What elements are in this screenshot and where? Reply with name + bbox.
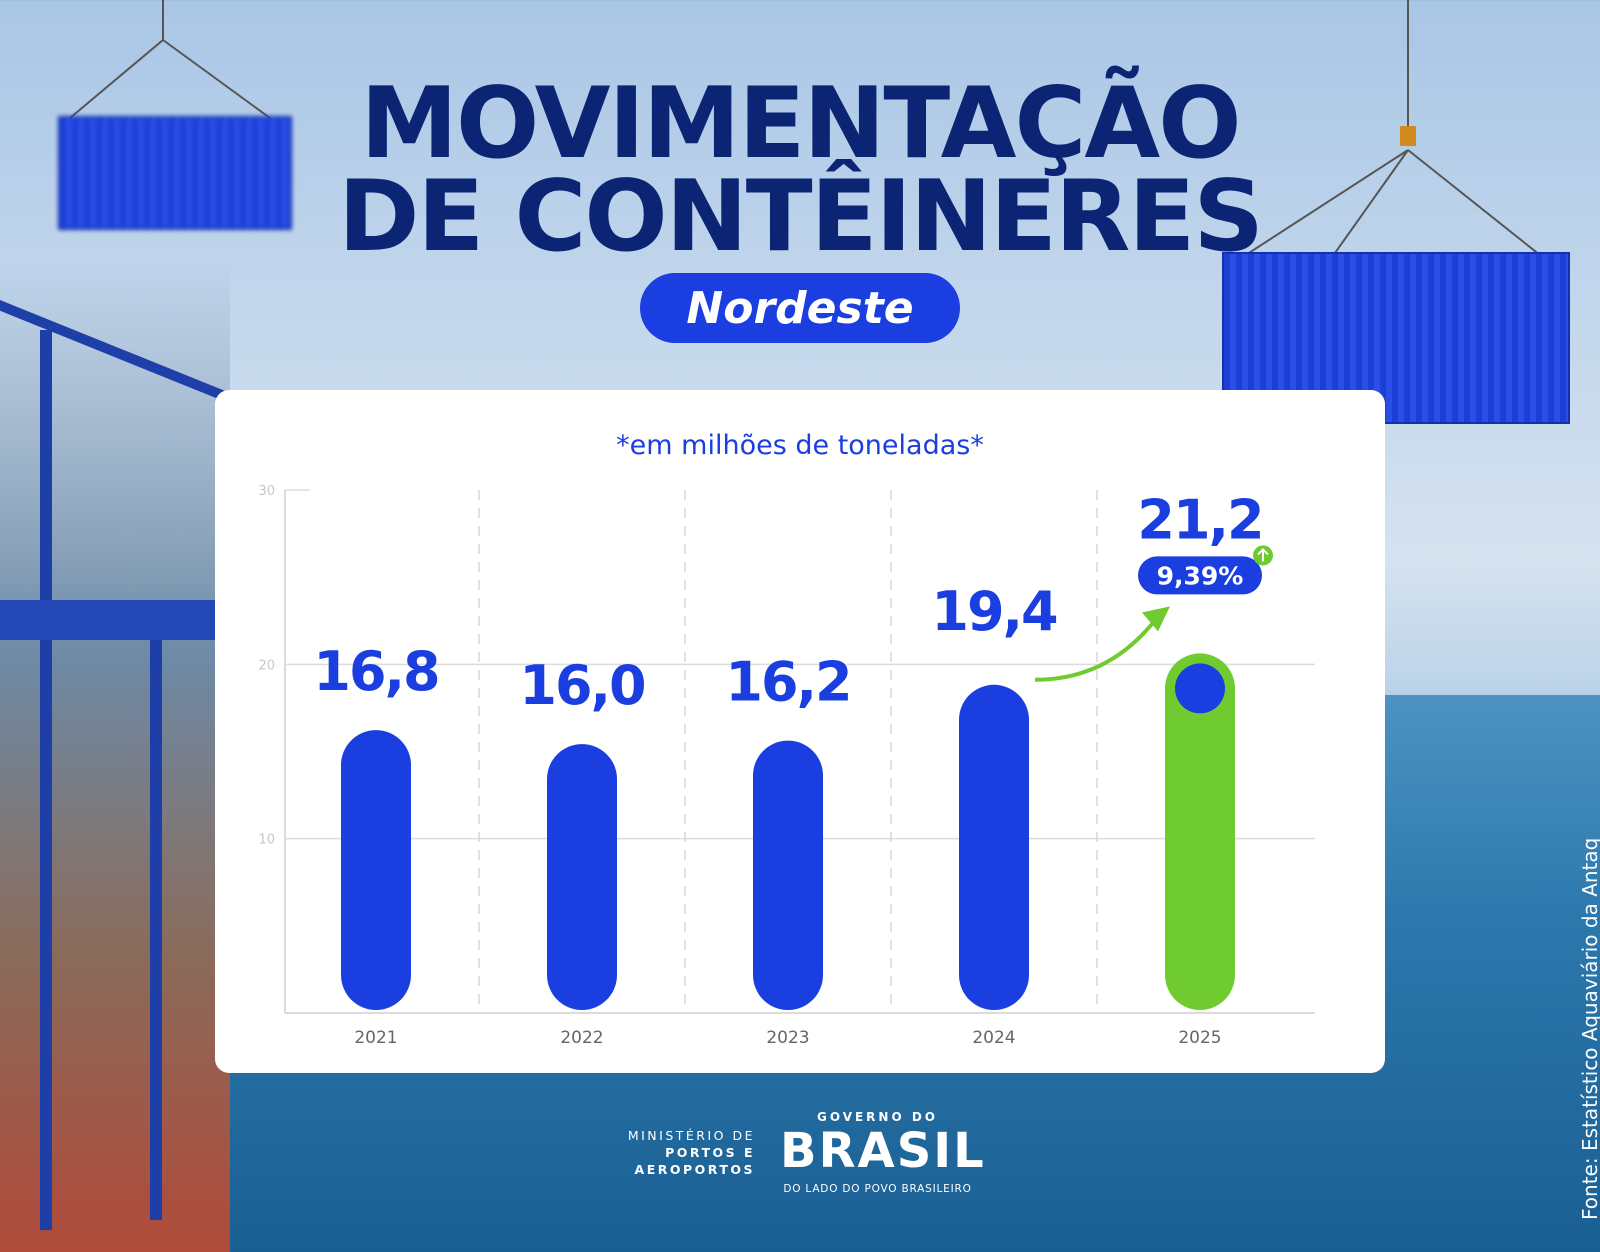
bar-2025	[1165, 653, 1235, 1010]
gov-top-text: GOVERNO DO	[816, 1110, 939, 1124]
source-text: Fonte: Estatístico Aquaviário da Antaq	[1578, 837, 1600, 1220]
up-arrow-glyph	[1257, 547, 1269, 562]
data-label-2025: 21,2	[1137, 488, 1262, 551]
crane-leg	[150, 600, 162, 1220]
bar-2021	[341, 730, 411, 1010]
data-label-2024: 19,4	[931, 580, 1057, 643]
gov-brasil-logo: BRASIL	[780, 1123, 986, 1179]
data-label-2022: 16,0	[519, 654, 644, 717]
container-left	[58, 116, 292, 230]
title-line2: DE CONTÊINERES	[338, 160, 1264, 274]
x-tick-label: 2021	[354, 1028, 397, 1048]
port-background	[0, 260, 230, 1252]
data-label-2023: 16,2	[725, 651, 850, 714]
highlight-dot	[1175, 663, 1225, 714]
ministry-line2: PORTOS E	[665, 1145, 755, 1160]
x-tick-label: 2025	[1178, 1028, 1221, 1048]
bar-2024	[959, 684, 1029, 1010]
change-badge-text: 9,39%	[1157, 561, 1244, 590]
title-line1: MOVIMENTAÇÃO	[360, 67, 1241, 181]
chart-subtitle: *em milhões de toneladas*	[616, 430, 984, 461]
bar-2023	[753, 740, 823, 1010]
ministry-line3: AEROPORTOS	[634, 1162, 755, 1177]
y-tick-label: 10	[258, 833, 275, 848]
bar-2022	[547, 744, 617, 1010]
growth-arrowhead	[1142, 606, 1170, 632]
x-tick-label: 2024	[972, 1028, 1015, 1048]
region-pill: Nordeste	[640, 273, 960, 343]
crane-platform	[0, 600, 215, 640]
crane-leg	[40, 330, 52, 1230]
gov-slogan: DO LADO DO POVO BRASILEIRO	[783, 1183, 972, 1195]
x-tick-label: 2023	[766, 1028, 809, 1048]
ministry-logo: MINISTÉRIO DE PORTOS E AEROPORTOS	[610, 1127, 755, 1178]
ministry-line1: MINISTÉRIO DE	[627, 1128, 755, 1143]
growth-arrow	[1034, 615, 1160, 682]
change-badge	[1138, 556, 1262, 595]
data-label-2021: 16,8	[313, 640, 438, 703]
y-tick-label: 30	[258, 484, 275, 499]
y-tick-label: 20	[258, 658, 275, 673]
x-tick-label: 2022	[560, 1028, 603, 1048]
